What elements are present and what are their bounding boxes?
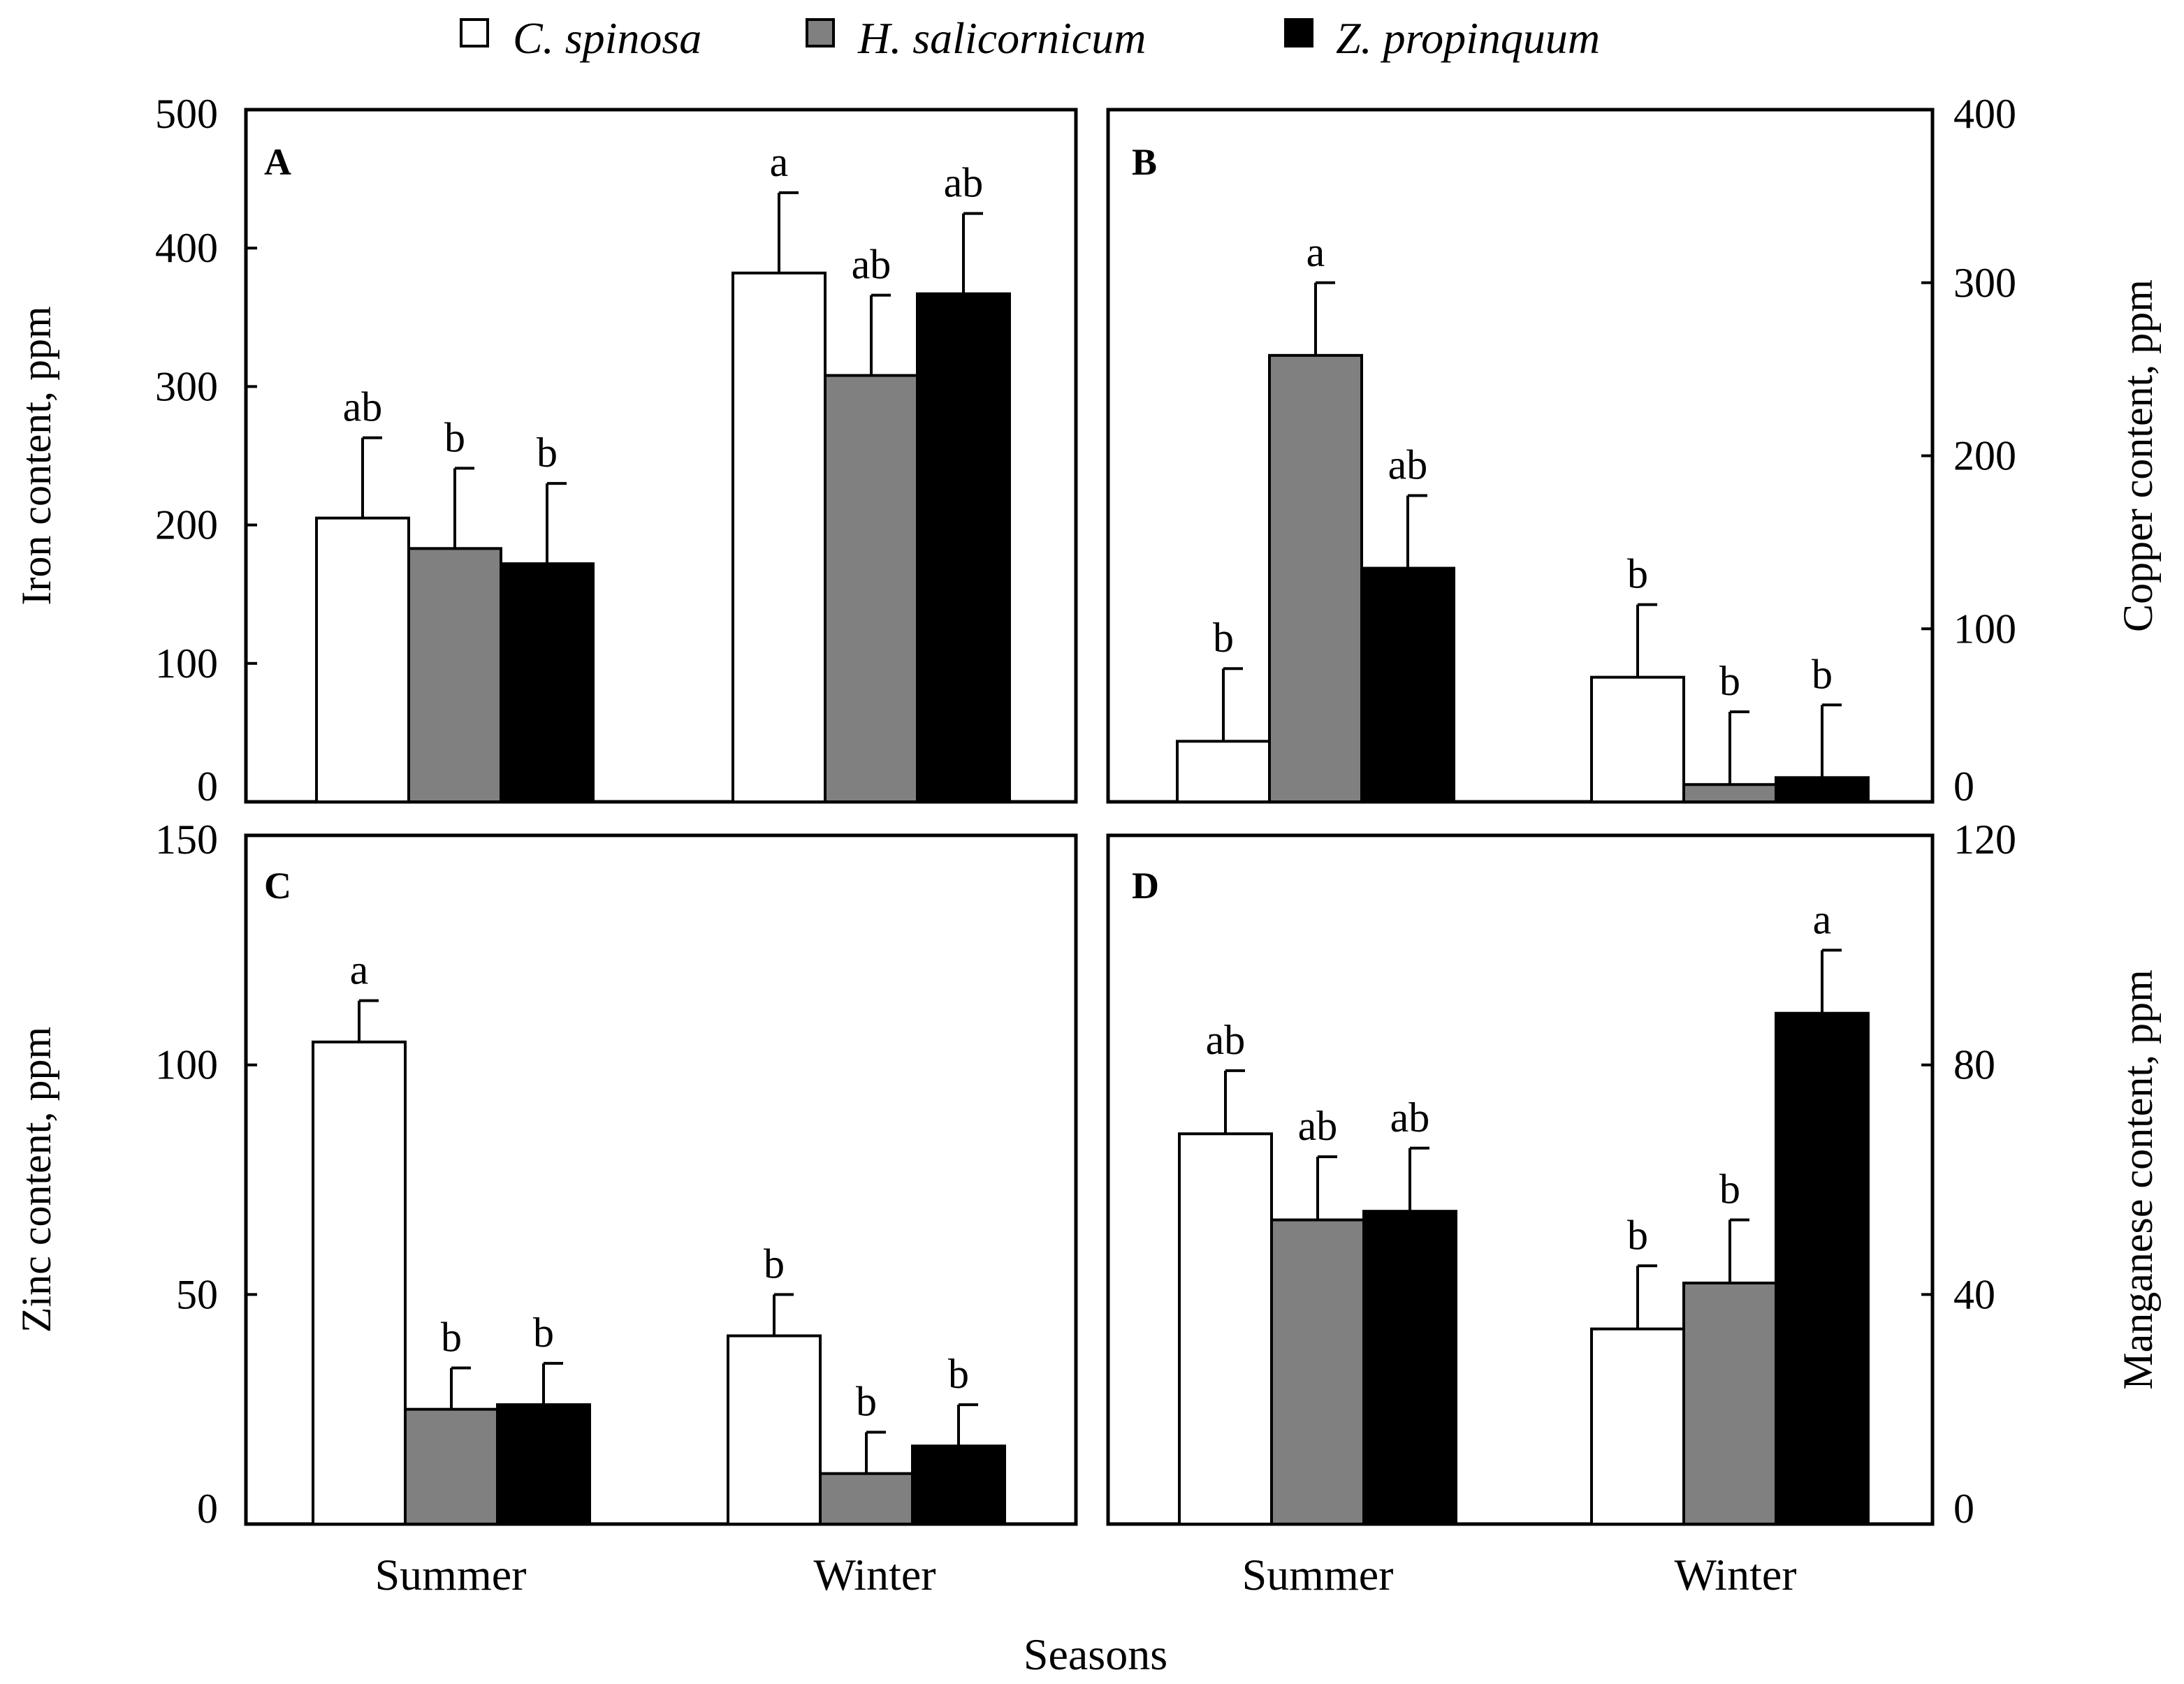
- legend-swatch-c-spinosa: [460, 18, 489, 47]
- y-tick-label: 0: [1953, 763, 1974, 810]
- significance-letter: b: [1627, 551, 1648, 597]
- bar: [1590, 1327, 1685, 1525]
- bar: [1360, 566, 1455, 803]
- bar: [916, 292, 1011, 803]
- bar: [407, 547, 502, 803]
- significance-letter: b: [441, 1315, 462, 1361]
- panel-frame-d: [1106, 833, 1935, 1526]
- bar: [1362, 1210, 1457, 1525]
- bar: [731, 271, 827, 804]
- significance-letter: ab: [343, 384, 383, 430]
- significance-letter: a: [1306, 229, 1325, 275]
- bar: [1682, 783, 1777, 803]
- y-tick-label: 100: [1953, 606, 2016, 652]
- y-tick-label: 0: [197, 1486, 218, 1532]
- significance-letter: a: [1813, 896, 1832, 942]
- significance-letter: ab: [1206, 1017, 1246, 1063]
- bar: [727, 1334, 822, 1525]
- panel-label-b: B: [1132, 141, 1157, 183]
- panel-c-zinc: C 0 50 100 150 Zinc content, ppm a b b b b b: [13, 817, 1078, 1532]
- y-tick-label: 400: [1953, 91, 2016, 137]
- y-tick-label: 50: [176, 1271, 218, 1317]
- bar: [312, 1040, 407, 1526]
- y-tick-label: 150: [155, 817, 218, 863]
- y-tick-label: 0: [197, 763, 218, 810]
- significance-letter: b: [856, 1379, 877, 1425]
- bar: [404, 1407, 499, 1525]
- y-axis-label: Manganese content, ppm: [2115, 969, 2161, 1390]
- significance-letter: a: [770, 139, 789, 185]
- significance-letter: ab: [1298, 1103, 1338, 1149]
- significance-letter: b: [1719, 658, 1740, 704]
- y-tick-label: 200: [1953, 433, 2016, 479]
- significance-letter: b: [1627, 1212, 1648, 1258]
- panel-d-manganese: D 0 40 80 120 Manganese content, ppm ab ab ab b b a: [1106, 817, 2161, 1532]
- legend-label-z-propinquum: Z. propinquum: [1336, 13, 1600, 63]
- x-axis-title: Seasons: [1024, 1630, 1167, 1679]
- significance-letter: ab: [944, 160, 984, 206]
- bar: [1176, 740, 1271, 803]
- y-tick-label: 400: [155, 225, 218, 271]
- significance-letter: b: [764, 1240, 785, 1287]
- legend-swatch-h-salicornicum: [806, 18, 835, 47]
- y-tick-label: 100: [155, 1042, 218, 1088]
- y-tick-label: 500: [155, 91, 218, 137]
- x-category-winter-right: Winter: [1674, 1550, 1796, 1599]
- bar: [911, 1444, 1006, 1526]
- bar: [315, 516, 410, 803]
- panel-frame-b: [1106, 108, 1935, 804]
- significance-letter: ab: [852, 242, 891, 288]
- bar: [1178, 1132, 1273, 1526]
- bar: [1268, 353, 1363, 803]
- x-category-summer-left: Summer: [375, 1550, 527, 1599]
- panel-frame-c: [244, 833, 1078, 1526]
- significance-letter: b: [948, 1351, 969, 1397]
- significance-letter: ab: [1390, 1094, 1430, 1141]
- significance-letter: b: [1812, 651, 1833, 697]
- y-tick-label: 100: [155, 640, 218, 687]
- y-tick-label: 300: [155, 363, 218, 409]
- bar: [824, 374, 919, 803]
- y-tick-label: 40: [1953, 1271, 1995, 1317]
- bar: [1270, 1218, 1365, 1526]
- bar: [1682, 1281, 1777, 1526]
- bar: [496, 1403, 591, 1526]
- panel-frame-a: [244, 108, 1078, 804]
- significance-letter: ab: [1388, 441, 1428, 488]
- y-tick-label: 0: [1953, 1486, 1974, 1532]
- bar: [1775, 776, 1870, 803]
- significance-letter: b: [444, 414, 465, 460]
- bar: [500, 562, 595, 803]
- panel-label-c: C: [264, 865, 291, 907]
- y-tick-label: 80: [1953, 1042, 1995, 1088]
- x-category-winter-left: Winter: [813, 1550, 936, 1599]
- bar: [1590, 675, 1685, 803]
- panel-label-d: D: [1132, 865, 1159, 907]
- significance-letter: b: [1213, 615, 1234, 661]
- bar: [819, 1472, 914, 1526]
- panel-a-iron: A 0 100 200 300 400 500 Iron content, ppm ab b b a a…: [13, 91, 1078, 810]
- panel-label-a: A: [264, 141, 291, 183]
- legend-label-c-spinosa: C. spinosa: [513, 13, 701, 63]
- significance-letter: b: [533, 1310, 554, 1356]
- bar: [1775, 1011, 1870, 1525]
- significance-letter: b: [1719, 1166, 1740, 1213]
- y-axis-label: Zinc content, ppm: [13, 1027, 59, 1333]
- panel-b-copper: B 0 100 200 300 400 Copper content, ppm b a ab b b b: [1106, 91, 2161, 810]
- significance-letter: a: [350, 947, 369, 993]
- x-category-summer-right: Summer: [1242, 1550, 1394, 1599]
- significance-letter: b: [537, 430, 558, 476]
- y-tick-label: 120: [1953, 817, 2016, 863]
- legend-label-h-salicornicum: H. salicornicum: [857, 13, 1146, 63]
- y-axis-label: Iron content, ppm: [13, 306, 59, 605]
- y-tick-label: 300: [1953, 260, 2016, 306]
- legend-swatch-z-propinquum: [1284, 18, 1313, 47]
- legend: C. spinosa H. salicornicum Z. propinquum: [460, 13, 1600, 63]
- y-axis-label: Copper content, ppm: [2115, 279, 2161, 632]
- y-tick-label: 200: [155, 502, 218, 548]
